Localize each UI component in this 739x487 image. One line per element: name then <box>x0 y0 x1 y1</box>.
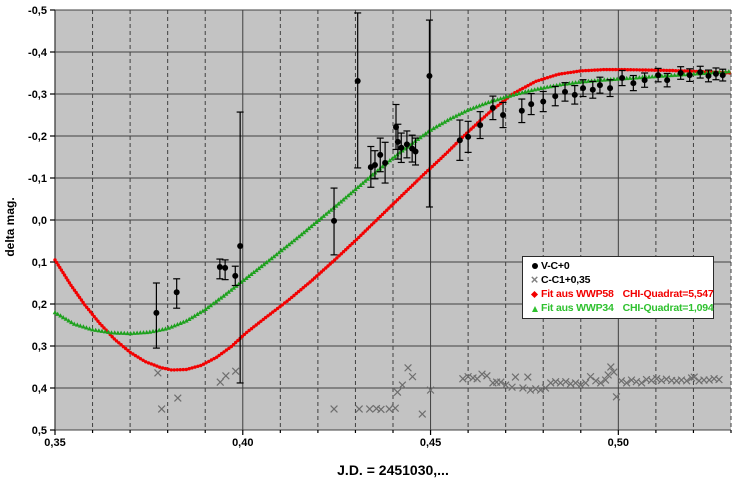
circle-marker-icon <box>528 263 541 270</box>
legend: V-C+0 × C-C1+0,35 Fit aus WWP58 CHI-Quad… <box>522 256 714 319</box>
svg-text:-0,2: -0,2 <box>28 131 47 143</box>
x-marker-icon: × <box>530 272 539 288</box>
svg-text:-0,5: -0,5 <box>28 5 47 17</box>
svg-text:-0,1: -0,1 <box>28 173 47 185</box>
svg-text:0,35: 0,35 <box>44 437 65 449</box>
diamond-marker-icon <box>528 291 541 299</box>
legend-item-v-c: V-C+0 <box>528 260 711 273</box>
legend-item-fit-wwp34: Fit aus WWP34 CHI-Quadrat=1,094 <box>528 302 714 315</box>
legend-label: V-C+0 <box>541 259 570 272</box>
svg-text:0,40: 0,40 <box>232 437 253 449</box>
legend-label: Fit aus WWP34 <box>541 302 614 315</box>
legend-chi-value: CHI-Quadrat=1,094 <box>622 302 714 315</box>
svg-text:0,50: 0,50 <box>608 437 629 449</box>
x-axis-title: J.D. = 2451030,... <box>337 462 449 478</box>
svg-text:-0,4: -0,4 <box>28 47 48 59</box>
legend-item-fit-wwp58: Fit aus WWP58 CHI-Quadrat=5,547 <box>528 288 714 301</box>
legend-item-c-c1: × C-C1+0,35 <box>528 272 711 288</box>
svg-text:-0,3: -0,3 <box>28 89 47 101</box>
triangle-marker-icon <box>528 305 541 312</box>
svg-text:0,3: 0,3 <box>32 341 47 353</box>
svg-text:0,2: 0,2 <box>32 299 47 311</box>
legend-chi-value: CHI-Quadrat=5,547 <box>622 288 714 301</box>
svg-text:0,0: 0,0 <box>32 215 47 227</box>
svg-text:0,1: 0,1 <box>32 257 47 269</box>
legend-label: C-C1+0,35 <box>541 273 591 286</box>
y-axis-title: delta mag. <box>3 197 17 257</box>
svg-text:0,5: 0,5 <box>32 425 47 437</box>
svg-text:0,45: 0,45 <box>420 437 441 449</box>
svg-text:0,4: 0,4 <box>32 383 48 395</box>
legend-label: Fit aus WWP58 <box>541 288 614 301</box>
